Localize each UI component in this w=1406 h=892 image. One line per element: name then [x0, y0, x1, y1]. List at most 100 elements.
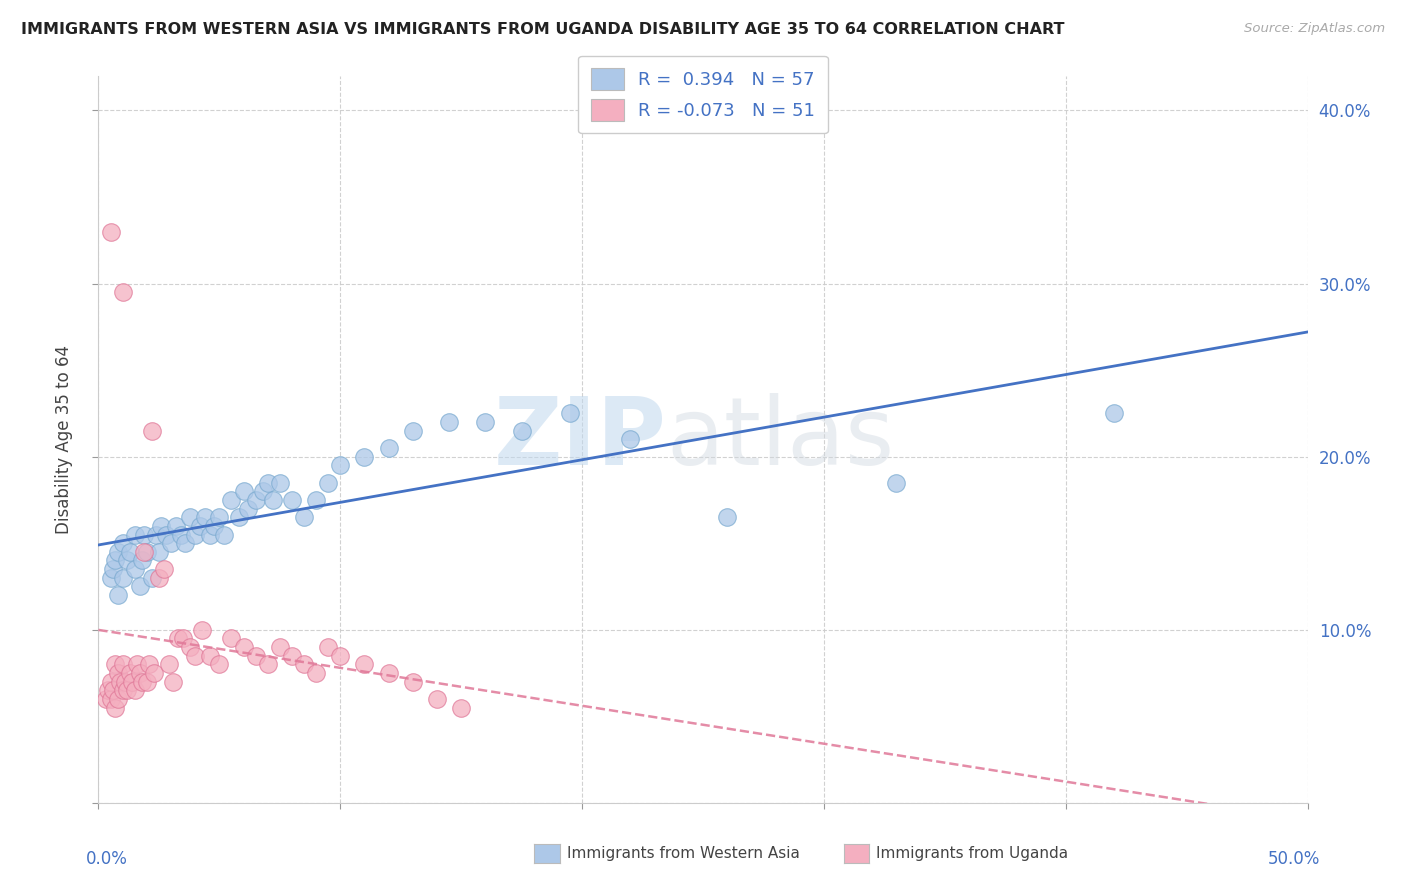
Point [316, 640, 339, 654]
Point [402, 674, 425, 689]
Text: atlas: atlas [666, 393, 896, 485]
Point [292, 657, 315, 672]
Point [100, 692, 122, 706]
Text: IMMIGRANTS FROM WESTERN ASIA VS IMMIGRANTS FROM UGANDA DISABILITY AGE 35 TO 64 C: IMMIGRANTS FROM WESTERN ASIA VS IMMIGRAN… [21, 22, 1064, 37]
Text: Immigrants from Uganda: Immigrants from Uganda [876, 847, 1069, 861]
Point [134, 545, 156, 559]
Point [143, 665, 166, 680]
Point [474, 415, 496, 429]
Point [97, 683, 120, 698]
Point [111, 683, 134, 698]
Point [208, 510, 231, 524]
Point [128, 579, 150, 593]
Point [104, 700, 127, 714]
Point [269, 475, 291, 490]
Point [212, 527, 235, 541]
Point [221, 632, 243, 646]
Point [305, 665, 328, 680]
Point [104, 553, 127, 567]
Point [174, 536, 197, 550]
Point [131, 553, 153, 567]
Point [191, 623, 214, 637]
Point [377, 441, 399, 455]
Point [94, 692, 117, 706]
Point [134, 527, 156, 541]
Point [124, 562, 146, 576]
Point [437, 415, 460, 429]
Point [256, 657, 278, 672]
Point [131, 674, 153, 689]
Y-axis label: Disability Age 35 to 64: Disability Age 35 to 64 [55, 345, 73, 533]
Point [117, 683, 139, 698]
Text: ZIP: ZIP [494, 393, 666, 485]
Point [111, 657, 134, 672]
Point [111, 285, 134, 300]
Point [148, 571, 170, 585]
Point [179, 510, 201, 524]
Point [107, 665, 129, 680]
Point [107, 588, 129, 602]
Point [138, 657, 160, 672]
Point [135, 545, 157, 559]
Point [221, 492, 243, 507]
Point [160, 536, 183, 550]
Point [402, 424, 425, 438]
Point [1102, 406, 1125, 420]
Point [117, 553, 139, 567]
Point [135, 674, 157, 689]
Point [292, 510, 315, 524]
Point [262, 492, 284, 507]
Point [353, 450, 375, 464]
Point [619, 432, 641, 446]
Point [281, 648, 304, 663]
Point [208, 657, 231, 672]
Point [238, 501, 260, 516]
Point [100, 225, 122, 239]
Point [121, 674, 143, 689]
Point [155, 527, 177, 541]
Point [111, 571, 134, 585]
Point [316, 475, 339, 490]
Point [281, 492, 304, 507]
Point [510, 424, 533, 438]
Point [329, 648, 352, 663]
Point [188, 519, 211, 533]
Point [118, 665, 141, 680]
Point [245, 492, 267, 507]
Point [184, 527, 207, 541]
Point [107, 545, 129, 559]
Point [256, 475, 278, 490]
Point [353, 657, 375, 672]
Point [111, 536, 134, 550]
Point [232, 484, 254, 499]
Point [198, 527, 221, 541]
Point [100, 674, 122, 689]
Point [100, 571, 122, 585]
Text: 0.0%: 0.0% [86, 850, 128, 868]
Point [269, 640, 291, 654]
Point [886, 475, 908, 490]
Text: 50.0%: 50.0% [1267, 850, 1320, 868]
Point [107, 692, 129, 706]
Point [194, 510, 217, 524]
Point [114, 674, 136, 689]
Point [252, 484, 274, 499]
Point [157, 657, 180, 672]
Legend: R =  0.394   N = 57, R = -0.073   N = 51: R = 0.394 N = 57, R = -0.073 N = 51 [578, 56, 828, 133]
Point [228, 510, 250, 524]
Point [167, 632, 190, 646]
Point [101, 683, 124, 698]
Point [148, 545, 170, 559]
Point [162, 674, 184, 689]
Point [204, 519, 226, 533]
Point [558, 406, 581, 420]
Point [150, 519, 173, 533]
Point [108, 674, 131, 689]
Point [141, 424, 163, 438]
Point [118, 545, 141, 559]
Point [152, 562, 174, 576]
Point [179, 640, 201, 654]
Point [127, 657, 149, 672]
Point [245, 648, 267, 663]
Point [426, 692, 449, 706]
